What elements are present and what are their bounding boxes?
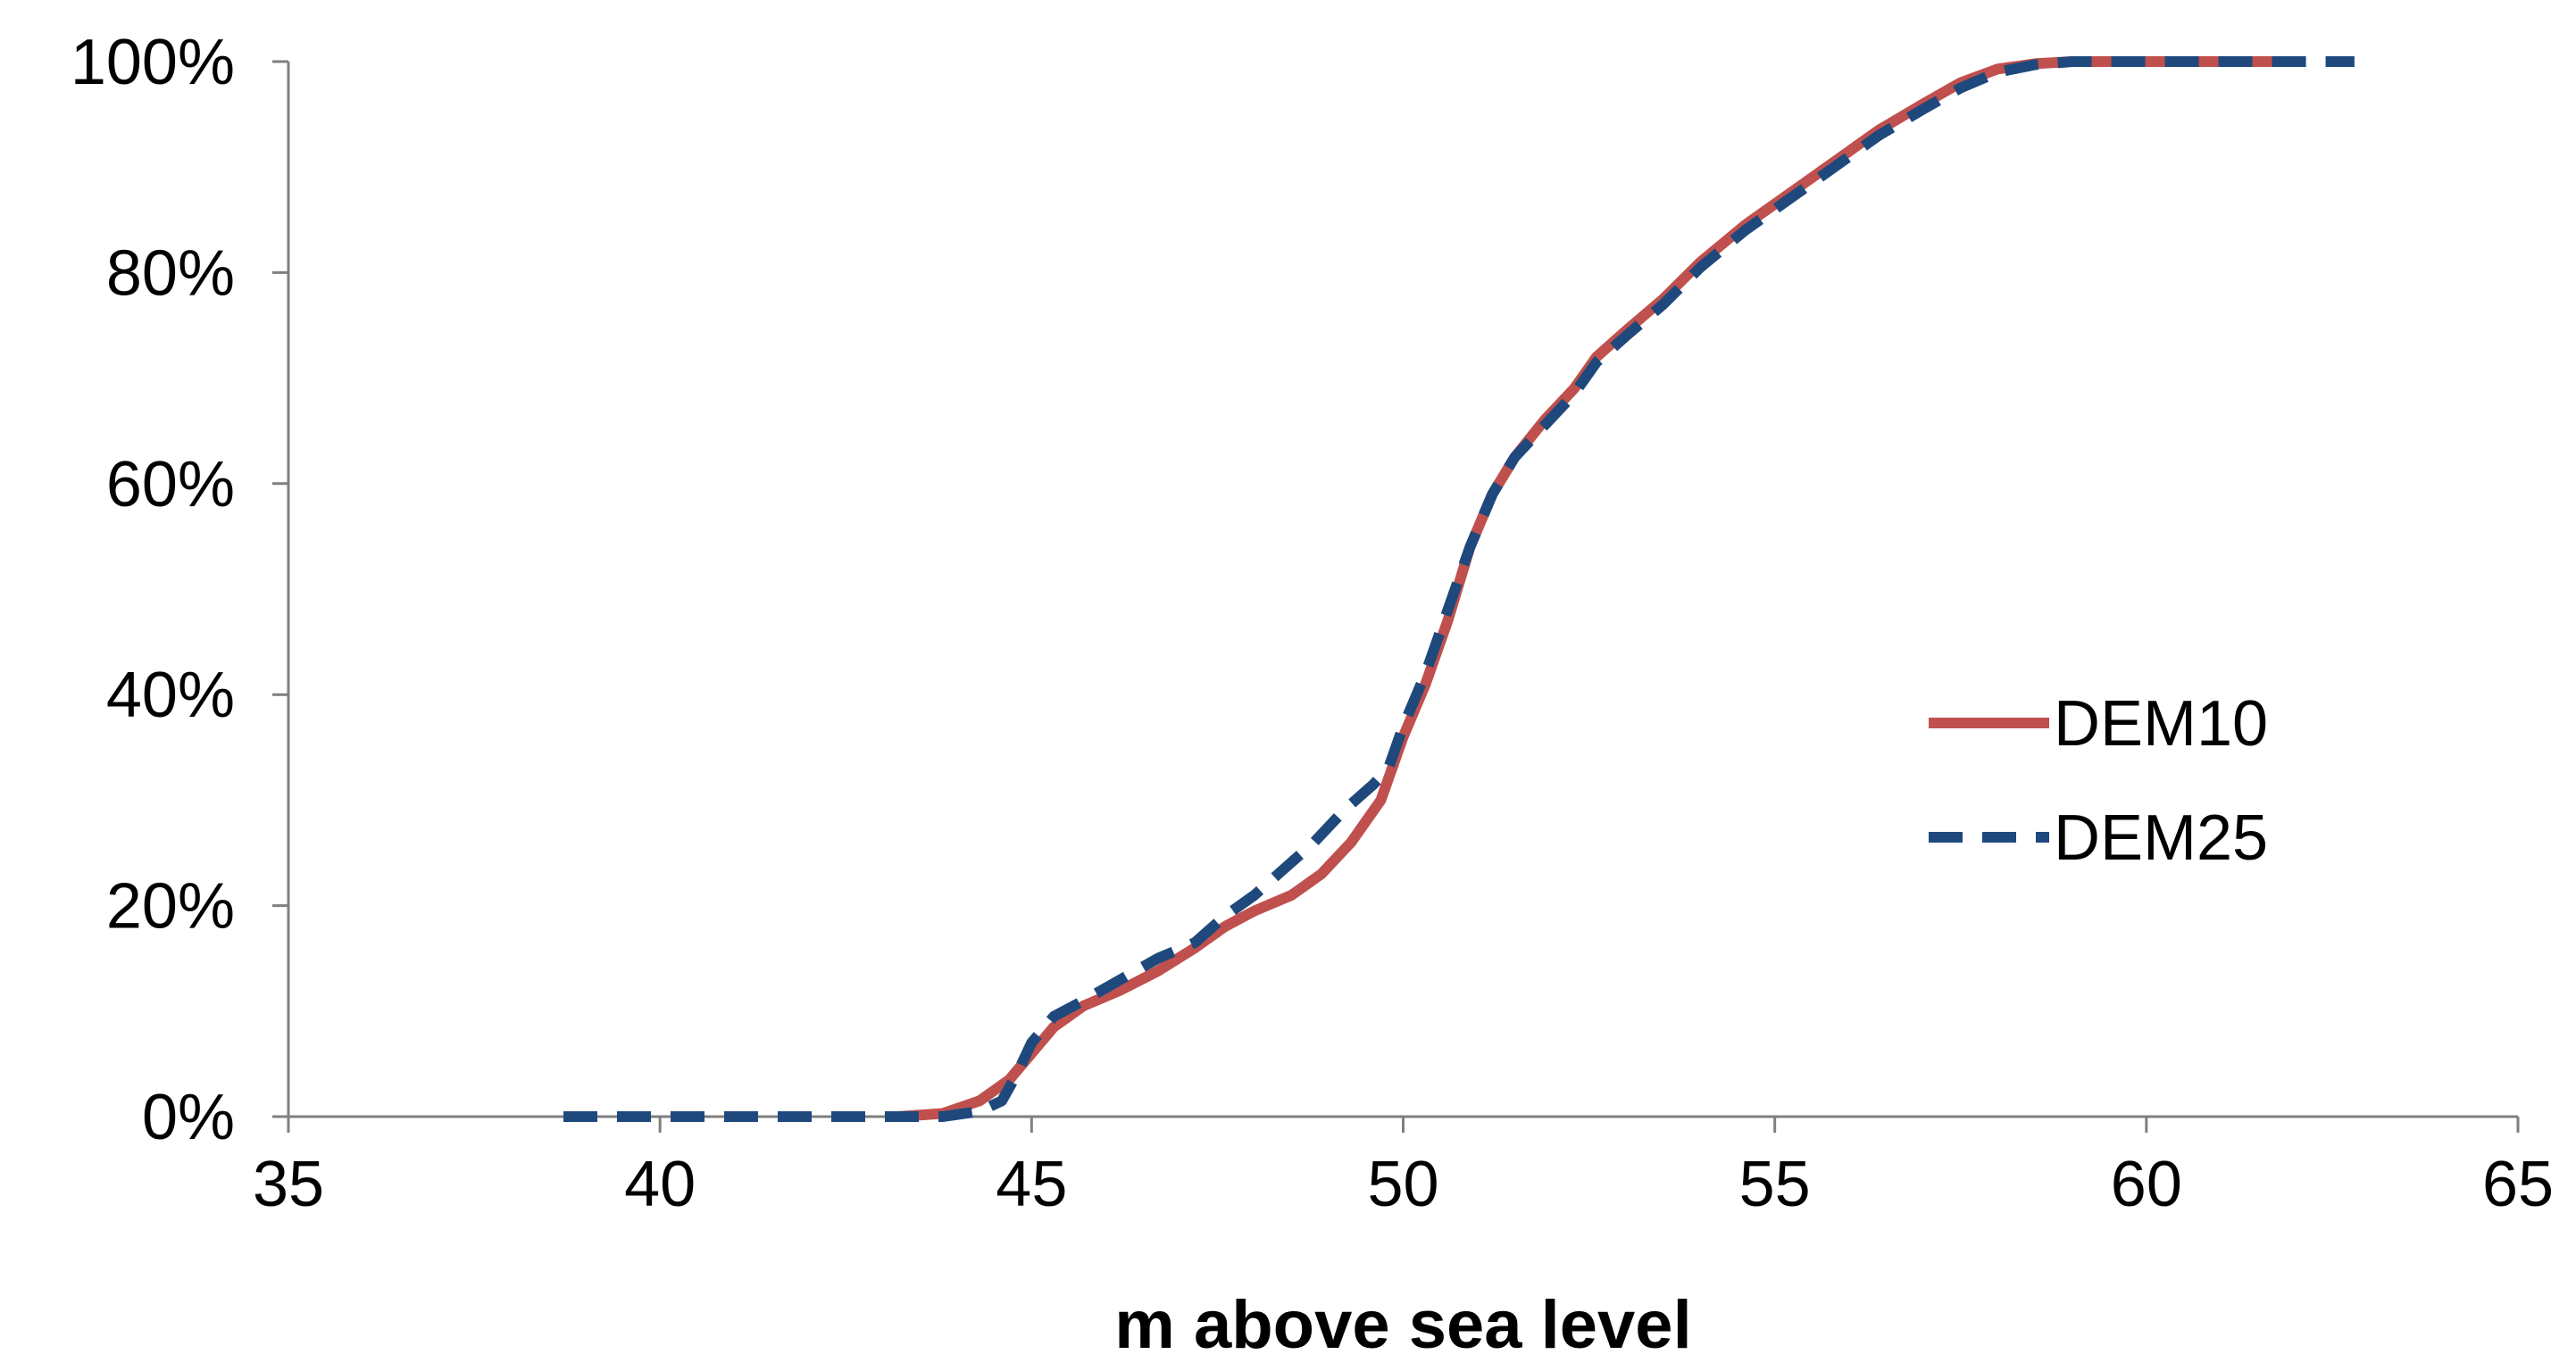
x-tick-label: 60 — [2111, 1149, 2182, 1220]
x-axis-ticks: 35 40 45 50 55 60 65 — [253, 1117, 2554, 1220]
x-tick-label: 40 — [624, 1149, 696, 1220]
x-tick-label: 50 — [1367, 1149, 1438, 1220]
y-tick-label: 80% — [106, 237, 235, 309]
x-tick-label: 35 — [253, 1149, 324, 1220]
x-tick-label: 55 — [1739, 1149, 1811, 1220]
series-line-dem10 — [892, 56, 2301, 1122]
legend-label-dem10: DEM10 — [2054, 688, 2268, 760]
y-tick-label: 20% — [106, 871, 235, 943]
legend: DEM10 DEM25 — [1929, 688, 2268, 874]
series-layer — [563, 56, 2355, 1122]
y-tick-label: 40% — [106, 660, 235, 731]
x-axis-title: m above sea level — [1114, 1287, 1691, 1363]
y-tick-label: 60% — [106, 449, 235, 520]
series-line-dem25 — [563, 56, 2355, 1122]
y-axis-ticks: 0% 20% 40% 60% 80% 100% — [71, 27, 288, 1153]
x-tick-label: 65 — [2482, 1149, 2554, 1220]
legend-label-dem25: DEM25 — [2054, 802, 2268, 874]
axes — [287, 62, 2518, 1118]
x-tick-label: 45 — [996, 1149, 1067, 1220]
y-tick-label: 0% — [142, 1082, 235, 1153]
y-tick-label: 100% — [71, 27, 235, 98]
